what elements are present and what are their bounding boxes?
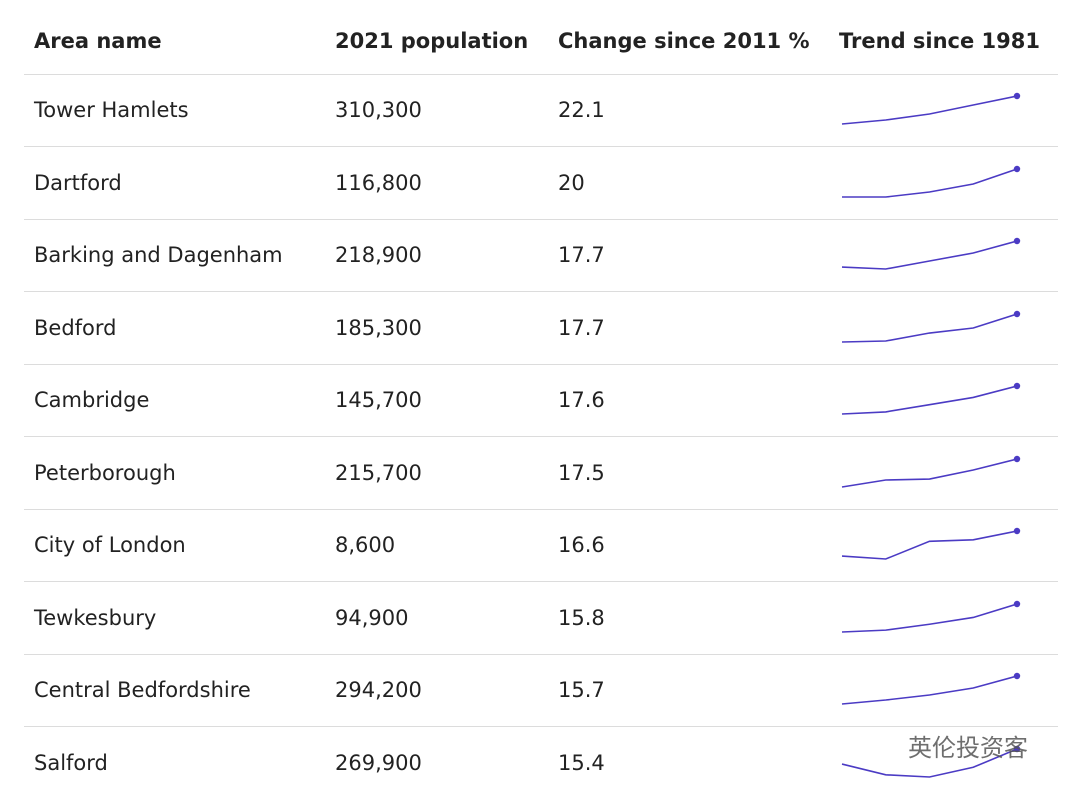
column-header: Area name <box>34 29 162 53</box>
sparkline <box>841 92 1021 125</box>
trend-end-dot <box>1013 310 1021 317</box>
column-header: Change since 2011 % <box>558 29 810 53</box>
trend-line <box>841 95 1018 125</box>
trend-line <box>841 240 1018 270</box>
sparkline <box>841 455 1021 488</box>
area-name: Dartford <box>34 170 122 195</box>
area-name: Tower Hamlets <box>34 98 189 122</box>
area-name: Central Bedfordshire <box>34 678 251 702</box>
area-name: Peterborough <box>34 460 176 485</box>
trend-end-dot <box>1013 745 1021 752</box>
header-separator <box>24 74 1058 75</box>
trend-line <box>841 385 1018 415</box>
column-header: 2021 population <box>335 29 529 53</box>
change: 15.4 <box>558 750 605 775</box>
trend-line <box>841 675 1018 705</box>
change: 20 <box>558 170 585 195</box>
sparkline <box>841 672 1021 705</box>
row-separator <box>24 363 1058 365</box>
sparkline <box>841 237 1021 270</box>
trend-line <box>841 312 1018 343</box>
area-name: Bedford <box>34 315 117 340</box>
population: 218,900 <box>335 243 422 267</box>
sparkline <box>841 745 1021 778</box>
row-separator <box>24 436 1058 437</box>
population: 8,600 <box>335 533 396 557</box>
trend-end-dot <box>1013 672 1021 680</box>
sparkline <box>841 310 1021 343</box>
population: 215,700 <box>335 460 422 485</box>
trend-end-dot <box>1013 165 1021 172</box>
trend-end-dot <box>1013 382 1021 390</box>
trend-end-dot <box>1013 527 1021 535</box>
row-separator <box>24 726 1058 727</box>
row-separator <box>24 653 1058 655</box>
change: 15.7 <box>558 678 605 702</box>
change: 17.7 <box>558 315 605 340</box>
change: 17.6 <box>558 388 605 412</box>
row-separator <box>24 581 1058 582</box>
population: 94,900 <box>335 605 409 630</box>
population: 269,900 <box>335 750 422 775</box>
sparkline <box>841 527 1021 560</box>
watermark: 英伦投资客 <box>908 734 1028 762</box>
trend-line <box>841 457 1018 488</box>
population: 185,300 <box>335 315 422 340</box>
population: 294,200 <box>335 678 422 702</box>
population: 310,300 <box>335 98 422 122</box>
trend-end-dot <box>1013 600 1021 607</box>
change: 17.5 <box>558 460 605 485</box>
sparkline <box>841 382 1021 415</box>
trend-line <box>842 167 1018 198</box>
change: 17.7 <box>558 243 605 267</box>
row-separator <box>24 508 1058 510</box>
area-name: City of London <box>34 533 186 557</box>
sparkline <box>841 600 1021 633</box>
row-separator <box>24 218 1058 220</box>
trend-line <box>841 602 1018 633</box>
area-name: Tewkesbury <box>34 605 157 630</box>
area-name: Cambridge <box>34 388 150 412</box>
row-separator <box>24 291 1058 292</box>
change: 22.1 <box>558 98 605 122</box>
population: 116,800 <box>335 170 422 195</box>
column-header: Trend since 1981 <box>839 29 1041 53</box>
trend-line <box>841 747 1018 778</box>
trend-end-dot <box>1013 92 1021 100</box>
area-name: Barking and Dagenham <box>34 243 283 267</box>
change: 16.6 <box>558 533 605 557</box>
trend-end-dot <box>1013 455 1021 462</box>
trend-line <box>841 530 1018 560</box>
row-separator <box>24 146 1058 147</box>
change: 15.8 <box>558 605 605 630</box>
trend-end-dot <box>1013 237 1021 245</box>
population: 145,700 <box>335 388 422 412</box>
sparkline <box>842 165 1021 198</box>
area-name: Salford <box>34 750 108 775</box>
